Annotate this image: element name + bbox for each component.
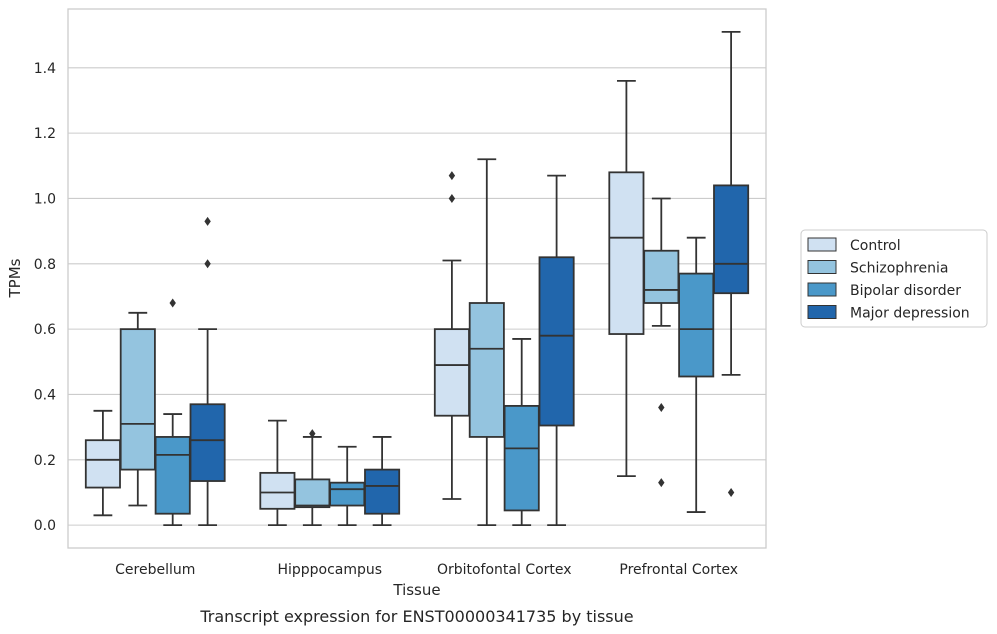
box — [468, 158, 505, 527]
box-series — [84, 30, 750, 527]
x-axis-ticks: Cerebellum Hipppocampus Orbitofontal Corte… — [115, 562, 738, 578]
box-iqr — [433, 328, 470, 417]
box-iqr — [84, 439, 121, 489]
y-tick-label: 0.6 — [34, 322, 56, 338]
box-iqr — [119, 328, 156, 471]
box — [154, 298, 191, 527]
box — [294, 429, 331, 527]
legend-entry: Schizophrenia — [850, 261, 948, 277]
box-iqr — [364, 468, 401, 515]
y-tick-label: 0.2 — [34, 453, 56, 469]
x-axis-label: Tissue — [392, 581, 440, 599]
y-axis-ticks: 0.0 0.2 0.4 0.6 0.8 1.0 1.2 1.4 — [34, 61, 56, 534]
box-iqr — [608, 171, 645, 335]
box — [538, 174, 575, 527]
legend-entry: Control — [850, 238, 901, 254]
box — [433, 171, 470, 500]
outlier-point — [309, 429, 316, 439]
legend-swatch — [807, 260, 837, 274]
box-iqr — [329, 481, 366, 507]
outlier-point — [727, 487, 735, 497]
x-tick-label: Hipppocampus — [277, 562, 382, 578]
y-tick-label: 0.4 — [34, 387, 56, 403]
box-iqr — [259, 471, 296, 510]
y-tick-label: 1.0 — [34, 191, 56, 207]
box-iqr — [503, 404, 540, 512]
box-iqr — [538, 256, 575, 427]
y-tick-label: 1.2 — [34, 126, 56, 142]
box — [119, 311, 156, 507]
box — [713, 30, 750, 497]
y-tick-label: 0.8 — [34, 257, 56, 273]
box-iqr — [154, 436, 191, 515]
box-iqr — [713, 184, 750, 295]
y-tick-label: 0.0 — [34, 518, 56, 534]
legend: Control Schizophrenia Bipolar disorder Majo… — [800, 229, 988, 328]
y-tick-label: 1.4 — [34, 61, 56, 77]
legend-entry: Bipolar disorder — [850, 283, 961, 299]
box-iqr — [468, 302, 505, 438]
box — [503, 338, 540, 527]
outlier-point — [169, 298, 176, 308]
box — [259, 419, 296, 527]
box-iqr — [294, 478, 331, 509]
box — [678, 236, 715, 513]
x-tick-label: Cerebellum — [115, 562, 195, 578]
outlier-point — [658, 403, 665, 413]
outlier-point — [448, 171, 456, 181]
legend-swatch — [807, 237, 837, 252]
box — [364, 436, 401, 527]
outlier-point — [658, 478, 665, 488]
outlier-point — [204, 259, 211, 269]
outlier-point — [204, 216, 211, 226]
box — [84, 409, 121, 517]
box — [643, 197, 680, 488]
box-iqr — [189, 403, 226, 482]
box-iqr — [643, 249, 680, 304]
box-iqr — [678, 272, 715, 378]
outlier-point — [448, 193, 456, 203]
legend-swatch — [807, 282, 837, 297]
x-tick-label: Orbitofontal Cortex — [437, 562, 572, 578]
legend-swatch — [807, 305, 837, 319]
x-tick-label: Prefrontal Cortex — [619, 562, 738, 578]
legend-frame — [800, 229, 988, 328]
y-axis-label: TPMs — [6, 258, 24, 298]
chart-caption: Transcript expression for ENST0000034173… — [199, 607, 633, 626]
legend-entry: Major depression — [850, 306, 970, 322]
box — [189, 216, 226, 527]
